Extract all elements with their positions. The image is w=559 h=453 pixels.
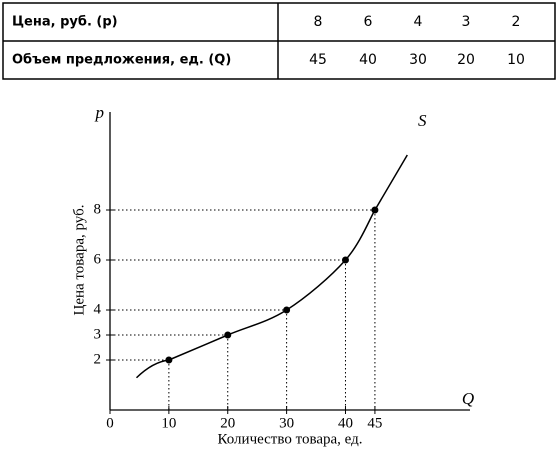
y-tick-label: 6: [94, 251, 102, 267]
curve-tail: [135, 359, 169, 379]
table-cell: 30: [409, 52, 427, 68]
curve-tail: [374, 154, 408, 211]
table-cell: 6: [364, 14, 373, 30]
point: [165, 356, 173, 364]
table-cell: 2: [512, 14, 521, 30]
x-axis-name: Q: [462, 389, 474, 408]
x-tick-label: 10: [161, 415, 176, 431]
y-axis-name: p: [95, 103, 105, 122]
point: [283, 306, 291, 314]
y-tick-label: 2: [94, 351, 102, 367]
table-cell: 20: [457, 52, 475, 68]
y-axis-label: Цена товара, руб.: [71, 205, 87, 316]
table-cell: 10: [507, 52, 525, 68]
table-grid: [2, 2, 556, 80]
x-axis-label: Количество товара, ед.: [218, 431, 363, 447]
table-row-header: Цена, руб. (р): [12, 15, 118, 30]
table-cell: 40: [359, 52, 377, 68]
table-cell: 8: [314, 14, 323, 30]
x-tick-label: 45: [367, 415, 382, 431]
table-cell: 4: [414, 14, 423, 30]
supply-curve: [168, 209, 376, 361]
x-tick-label: 0: [106, 415, 114, 431]
table-cell: 3: [462, 14, 471, 30]
curve-label: S: [418, 111, 427, 130]
x-tick-label: 40: [338, 415, 353, 431]
x-tick-label: 30: [279, 415, 294, 431]
y-tick-label: 8: [94, 201, 102, 217]
point: [224, 331, 232, 339]
x-tick-label: 20: [220, 415, 235, 431]
point: [341, 256, 349, 264]
y-tick-label: 3: [94, 326, 102, 342]
table-cell: 45: [309, 52, 327, 68]
table-row-header: Объем предложения, ед. (Q): [12, 53, 231, 68]
y-tick-label: 4: [94, 301, 102, 317]
point: [371, 206, 379, 214]
